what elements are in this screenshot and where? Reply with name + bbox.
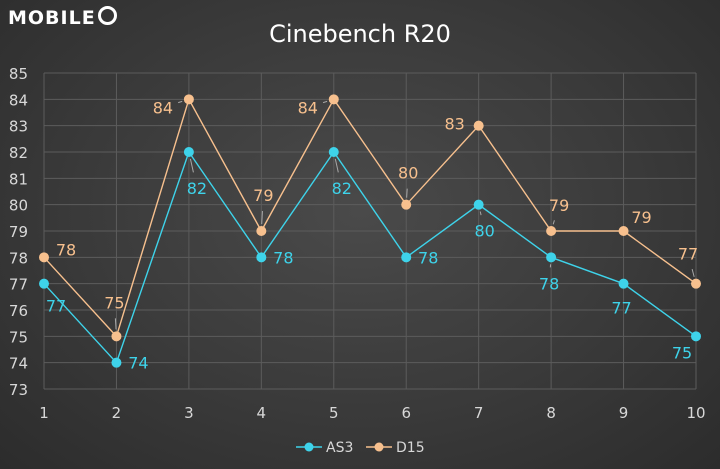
data-point-as3 xyxy=(183,147,194,157)
data-label-d15: 84 xyxy=(153,98,173,117)
leader-line xyxy=(178,100,183,104)
logo-ring-icon xyxy=(97,6,117,25)
data-label-as3: 77 xyxy=(46,297,66,316)
x-tick-label: 4 xyxy=(257,404,267,422)
y-tick-label: 79 xyxy=(9,223,28,241)
legend-marker-d15 xyxy=(374,442,384,452)
leader-line xyxy=(334,158,339,173)
logo-text: MOBILE xyxy=(8,7,96,29)
data-label-d15: 84 xyxy=(298,98,318,117)
mobile01-logo: MOBILE xyxy=(8,6,117,29)
leader-line xyxy=(322,100,328,104)
y-tick-label: 77 xyxy=(9,276,28,294)
data-label-d15: 80 xyxy=(398,164,418,183)
data-point-d15 xyxy=(473,120,484,131)
x-tick-label: 5 xyxy=(329,404,339,422)
y-tick-label: 83 xyxy=(9,118,28,136)
y-tick-label: 85 xyxy=(9,65,28,83)
data-point-d15 xyxy=(546,226,557,236)
data-point-d15 xyxy=(111,331,122,342)
legend-label-as3: AS3 xyxy=(326,440,353,456)
chart-title: Cinebench R20 xyxy=(269,20,451,48)
data-point-as3 xyxy=(618,278,629,289)
series-line-as3 xyxy=(43,150,697,365)
data-label-d15: 78 xyxy=(56,240,76,259)
data-point-as3 xyxy=(473,199,484,210)
data-label-as3: 77 xyxy=(611,299,631,318)
legend-label-d15: D15 xyxy=(396,440,425,456)
x-tick-label: 3 xyxy=(184,404,194,422)
leader-line xyxy=(552,220,555,225)
data-point-as3 xyxy=(546,252,557,263)
data-point-as3 xyxy=(401,252,412,263)
leader-line xyxy=(261,210,263,225)
data-label-as3: 78 xyxy=(539,274,559,293)
x-tick-label: 2 xyxy=(112,404,122,422)
data-label-as3: 82 xyxy=(187,179,207,198)
x-tick-label: 7 xyxy=(474,404,484,422)
leader-line xyxy=(691,268,695,278)
leader-line xyxy=(114,318,117,330)
leader-line xyxy=(479,211,482,216)
y-tick-label: 73 xyxy=(9,381,28,399)
data-label-as3: 78 xyxy=(418,248,438,267)
y-tick-label: 80 xyxy=(9,197,28,215)
leader-line xyxy=(189,158,194,173)
y-tick-label: 84 xyxy=(9,91,28,109)
data-point-as3 xyxy=(256,252,267,263)
y-tick-label: 81 xyxy=(9,170,28,188)
data-point-d15 xyxy=(183,94,194,105)
x-tick-label: 1 xyxy=(39,404,49,422)
legend: AS3 D15 xyxy=(296,440,425,456)
data-point-as3 xyxy=(39,278,49,289)
data-label-as3: 80 xyxy=(474,222,494,241)
x-tick-label: 8 xyxy=(546,404,556,422)
data-label-d15: 77 xyxy=(678,245,698,264)
data-point-d15 xyxy=(401,199,412,210)
data-label-d15: 83 xyxy=(444,115,464,134)
data-point-as3 xyxy=(328,147,339,157)
y-axis: 73 74 75 76 77 78 79 80 81 82 83 84 85 xyxy=(9,65,28,399)
y-tick-label: 76 xyxy=(9,302,28,320)
data-label-d15: 75 xyxy=(104,293,124,312)
y-tick-label: 75 xyxy=(9,328,28,346)
y-tick-label: 82 xyxy=(9,144,28,162)
x-tick-label: 10 xyxy=(686,404,705,422)
data-point-d15 xyxy=(691,278,701,289)
series-group: 77 74 82 78 82 78 80 78 77 75 78 75 84 79 84 80 83 79 79 77 xyxy=(39,94,701,373)
y-tick-label: 74 xyxy=(9,355,28,373)
data-point-d15 xyxy=(39,252,49,263)
y-tick-label: 78 xyxy=(9,249,28,267)
x-tick-label: 6 xyxy=(401,404,411,422)
data-label-as3: 82 xyxy=(332,179,352,198)
data-point-d15 xyxy=(618,226,629,236)
data-point-as3 xyxy=(111,357,122,368)
data-label-as3: 75 xyxy=(672,343,692,362)
x-axis: 1 2 3 4 5 6 7 8 9 10 xyxy=(39,404,705,422)
series-line-d15 xyxy=(43,97,697,338)
data-point-as3 xyxy=(691,331,701,342)
data-label-as3: 74 xyxy=(128,354,148,373)
data-label-d15: 79 xyxy=(253,186,273,205)
x-tick-label: 9 xyxy=(619,404,629,422)
data-label-as3: 78 xyxy=(273,248,293,267)
data-label-d15: 79 xyxy=(631,208,651,227)
leader-line xyxy=(406,188,408,198)
data-point-d15 xyxy=(328,94,339,105)
legend-marker-as3 xyxy=(304,442,314,452)
data-label-d15: 79 xyxy=(549,196,569,215)
data-point-d15 xyxy=(256,226,267,236)
